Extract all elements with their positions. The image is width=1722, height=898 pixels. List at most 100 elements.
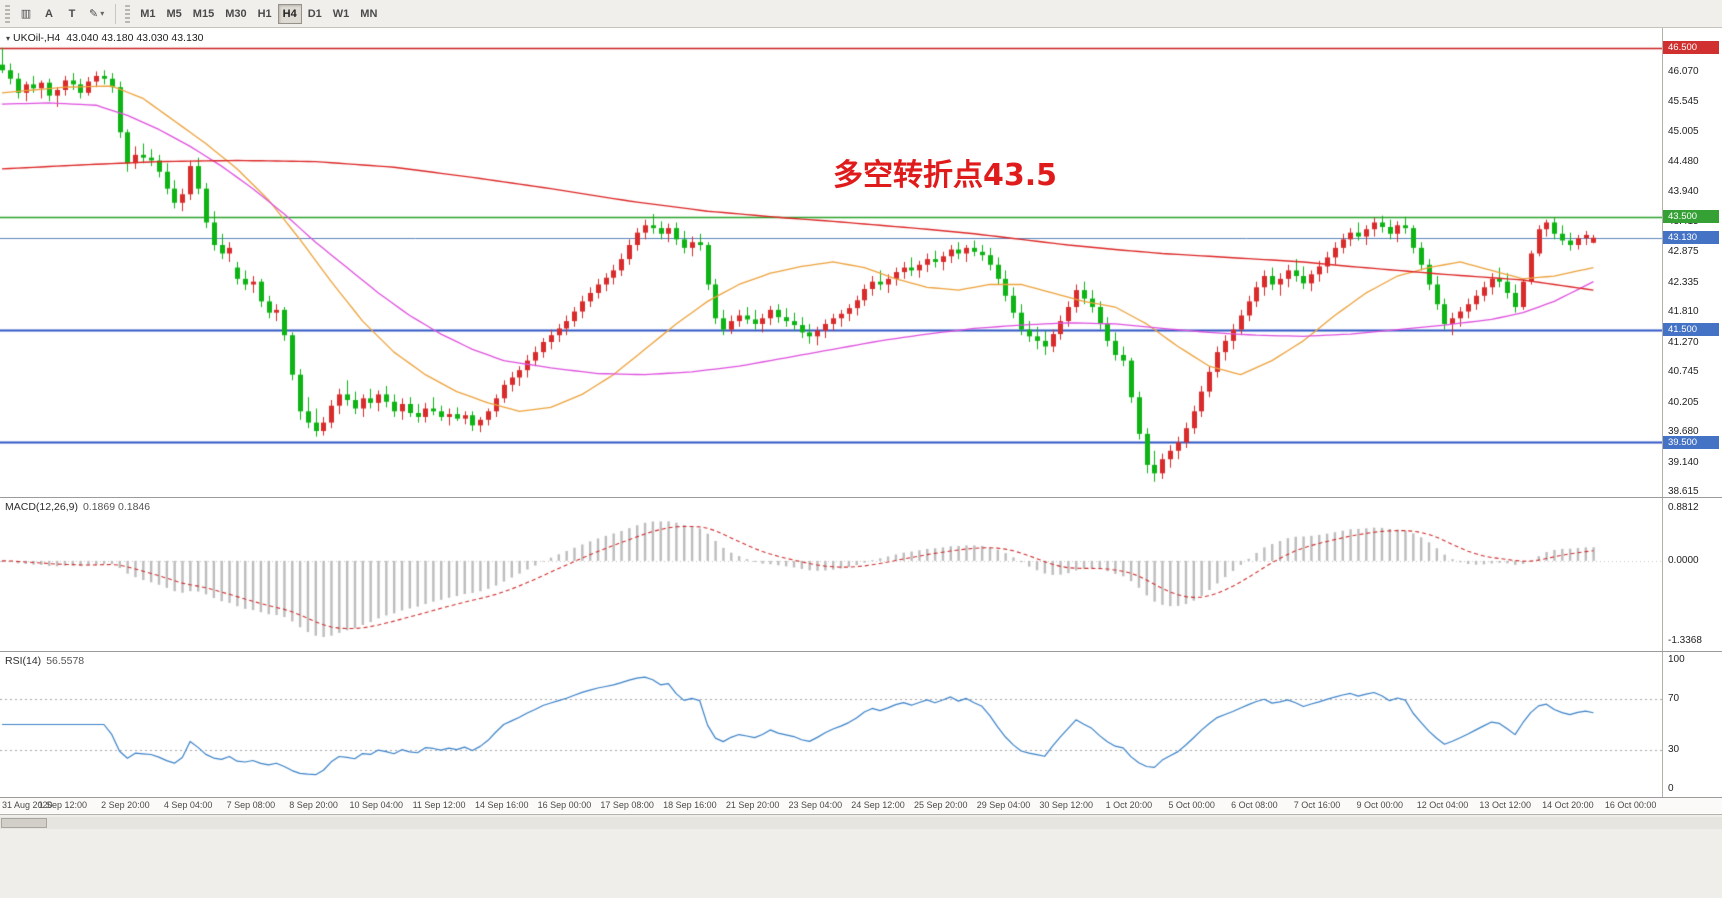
price-tick-label: 39.140 bbox=[1668, 456, 1699, 468]
text-tool-button[interactable]: T bbox=[61, 4, 83, 24]
time-label: 1 Oct 20:00 bbox=[1105, 800, 1153, 810]
time-label: 5 Oct 00:00 bbox=[1168, 800, 1215, 810]
macd-axis[interactable]: 0.8812 0.0000 -1.3368 bbox=[1662, 498, 1722, 651]
price-tick-label: 44.480 bbox=[1668, 155, 1699, 167]
timeframe-button-w1[interactable]: W1 bbox=[328, 4, 355, 24]
timeframe-button-h4[interactable]: H4 bbox=[277, 3, 302, 24]
rsi-axis[interactable]: 100 70 30 0 bbox=[1662, 652, 1722, 798]
time-label: 24 Sep 12:00 bbox=[851, 800, 905, 810]
rsi-canvas[interactable] bbox=[0, 652, 1662, 798]
time-axis[interactable]: 31 Aug 2020 1 Sep 12:00 2 Sep 20:00 4 Sep 0… bbox=[0, 797, 1722, 813]
time-label: 13 Oct 12:00 bbox=[1479, 800, 1531, 810]
price-tick-label: 41.270 bbox=[1668, 336, 1699, 348]
time-label: 12 Oct 04:00 bbox=[1416, 800, 1469, 810]
time-label: 7 Sep 08:00 bbox=[226, 800, 276, 810]
price-axis[interactable]: 46.07045.54545.00544.48043.94043.41542.8… bbox=[1662, 28, 1722, 497]
price-tick-label: 41.810 bbox=[1668, 306, 1699, 318]
time-label: 8 Sep 20:00 bbox=[289, 800, 338, 810]
symbol-name: UKOil-,H4 bbox=[13, 32, 61, 44]
time-label: 14 Oct 20:00 bbox=[1542, 800, 1594, 810]
price-tick-label: 43.940 bbox=[1668, 186, 1699, 198]
timeframe-button-group: M1 M5 M15 M30 H1 H4 D1 W1 MN bbox=[135, 3, 382, 24]
toolbar-separator bbox=[115, 3, 117, 24]
text-tool-icon: T bbox=[68, 7, 76, 20]
macd-tick-label: 0.8812 bbox=[1668, 502, 1699, 513]
draw-tools-button[interactable]: ✎ ▾ bbox=[84, 4, 109, 24]
draw-tools-icon: ✎ bbox=[89, 8, 99, 20]
time-label: 6 Oct 08:00 bbox=[1231, 800, 1278, 810]
timeframe-button-m15[interactable]: M15 bbox=[188, 4, 219, 24]
collapse-icon[interactable]: ▾ bbox=[6, 34, 11, 43]
ohlc-readout: 43.040 43.180 43.030 43.130 bbox=[66, 32, 204, 44]
macd-label: MACD(12,26,9) 0.1869 0.1846 bbox=[5, 501, 150, 513]
time-label: 9 Oct 00:00 bbox=[1356, 800, 1404, 810]
rsi-tick-label: 30 bbox=[1668, 744, 1680, 756]
rsi-label: RSI(14) 56.5578 bbox=[5, 655, 84, 667]
price-tick-label: 42.335 bbox=[1668, 276, 1699, 288]
price-tick-label: 39.680 bbox=[1668, 426, 1699, 438]
price-line-badge: 43.130 bbox=[1663, 231, 1719, 245]
symbol-title[interactable]: ▾ UKOil-,H4 43.040 43.180 43.030 43.130 bbox=[6, 32, 204, 44]
toolbar: ▥ A T ✎ ▾ M1 M5 M15 M30 H1 H4 D1 W1 MN bbox=[0, 0, 1722, 28]
price-tick-label: 40.745 bbox=[1668, 366, 1699, 378]
time-label: 18 Sep 16:00 bbox=[663, 800, 717, 810]
time-label: 30 Sep 12:00 bbox=[1039, 800, 1093, 810]
rsi-name: RSI(14) bbox=[5, 655, 42, 667]
time-label: 25 Sep 20:00 bbox=[913, 800, 968, 810]
timeframe-button-mn[interactable]: MN bbox=[355, 4, 382, 24]
annotation-a-button[interactable]: A bbox=[38, 4, 60, 24]
time-label: 31 Aug 2020 bbox=[2, 800, 53, 810]
rsi-tick-label: 70 bbox=[1668, 692, 1680, 704]
rsi-tick-label: 0 bbox=[1668, 783, 1674, 794]
macd-values: 0.1869 0.1846 bbox=[82, 501, 151, 513]
macd-canvas[interactable] bbox=[0, 498, 1662, 651]
timeframe-button-m1[interactable]: M1 bbox=[135, 4, 160, 24]
price-line-badge: 39.500 bbox=[1663, 435, 1719, 449]
price-tick-label: 45.005 bbox=[1668, 126, 1699, 137]
horizontal-scrollbar-thumb[interactable] bbox=[1, 818, 47, 828]
price-line-badge: 41.500 bbox=[1663, 323, 1719, 337]
price-tick-label: 42.875 bbox=[1668, 246, 1699, 258]
tool-button-group: ▥ A T ✎ ▾ bbox=[15, 4, 109, 24]
timeframe-button-m30[interactable]: M30 bbox=[220, 4, 251, 24]
time-label: 1 Sep 12:00 bbox=[38, 800, 87, 810]
time-label: 4 Sep 04:00 bbox=[163, 800, 213, 810]
time-label: 7 Oct 16:00 bbox=[1293, 800, 1341, 810]
main-chart-panel: ▾ UKOil-,H4 43.040 43.180 43.030 43.130 多空… bbox=[0, 28, 1722, 497]
time-label: 2 Sep 20:00 bbox=[101, 800, 150, 810]
horizontal-scrollbar[interactable] bbox=[0, 817, 1722, 829]
timeframe-button-h1[interactable]: H1 bbox=[253, 4, 277, 24]
dropdown-caret-icon: ▾ bbox=[100, 9, 105, 18]
timeframe-button-m5[interactable]: M5 bbox=[162, 4, 187, 24]
rsi-value: 56.5578 bbox=[46, 655, 85, 667]
price-tick-label: 46.070 bbox=[1668, 65, 1699, 77]
toolbar-grip[interactable] bbox=[5, 4, 10, 23]
price-line-badge: 43.500 bbox=[1663, 210, 1719, 224]
price-tick-label: 45.545 bbox=[1668, 95, 1699, 107]
chart-type-button[interactable]: ▥ bbox=[15, 4, 37, 24]
time-label: 17 Sep 08:00 bbox=[600, 800, 654, 810]
price-tick-label: 38.615 bbox=[1668, 486, 1699, 498]
price-line-badge: 46.500 bbox=[1663, 41, 1719, 55]
annotation-a-icon: A bbox=[45, 7, 53, 20]
time-label: 14 Sep 16:00 bbox=[474, 800, 529, 810]
macd-tick-label: -1.3368 bbox=[1668, 635, 1702, 646]
macd-name: MACD(12,26,9) bbox=[5, 501, 78, 513]
macd-tick-label: 0.0000 bbox=[1668, 554, 1699, 566]
main-chart-canvas[interactable] bbox=[0, 28, 1662, 497]
timeframe-button-d1[interactable]: D1 bbox=[303, 4, 327, 24]
macd-panel: MACD(12,26,9) 0.1869 0.1846 0.8812 0.0000 -… bbox=[0, 497, 1722, 651]
rsi-panel: RSI(14) 56.5578 100 70 30 0 bbox=[0, 651, 1722, 798]
time-label: 23 Sep 04:00 bbox=[788, 800, 843, 810]
time-label: 21 Sep 20:00 bbox=[725, 800, 780, 810]
price-tick-label: 40.205 bbox=[1668, 396, 1699, 408]
time-label: 29 Sep 04:00 bbox=[976, 800, 1031, 810]
rsi-tick-label: 100 bbox=[1668, 654, 1685, 665]
time-label: 16 Oct 00:00 bbox=[1604, 800, 1657, 810]
time-label: 10 Sep 04:00 bbox=[349, 800, 404, 810]
time-label: 11 Sep 12:00 bbox=[412, 800, 466, 810]
chart-type-icon: ▥ bbox=[20, 8, 32, 20]
time-label: 16 Sep 00:00 bbox=[537, 800, 592, 810]
timeframe-toolbar-grip[interactable] bbox=[125, 4, 131, 23]
